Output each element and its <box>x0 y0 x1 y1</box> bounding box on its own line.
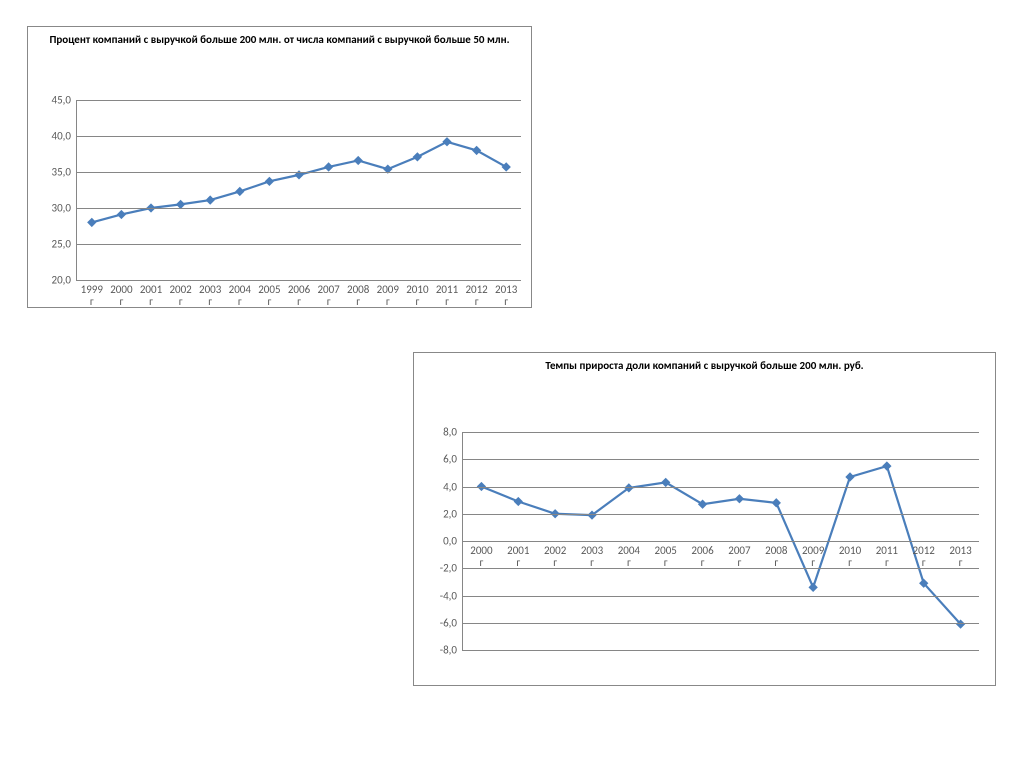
x-tick-label: 2003г <box>199 280 221 308</box>
y-tick-label: 35,0 <box>52 166 77 179</box>
x-tick-label: 2006г <box>288 280 310 308</box>
x-tick-label: 2002г <box>169 280 191 308</box>
y-tick-label: 8,0 <box>443 426 463 439</box>
chart2-plot-area: -8,0-6,0-4,0-2,00,02,04,06,08,02000г2001… <box>462 432 979 651</box>
gridline <box>77 100 521 101</box>
x-tick-label: 2006г <box>691 541 713 569</box>
chart-growth-rate: Темпы прироста доли компаний с выручкой … <box>413 352 996 686</box>
chart1-line-svg <box>77 100 521 280</box>
x-tick-label: 2007г <box>728 541 750 569</box>
x-tick-label: 2009г <box>377 280 399 308</box>
x-tick-label: 2007г <box>317 280 339 308</box>
gridline <box>463 459 979 460</box>
data-marker <box>235 187 244 196</box>
y-tick-label: 0,0 <box>443 535 463 548</box>
y-tick-label: 25,0 <box>52 238 77 251</box>
y-tick-label: -6,0 <box>440 616 463 629</box>
x-tick-label: 2009г <box>802 541 824 569</box>
data-marker <box>324 162 333 171</box>
gridline <box>77 172 521 173</box>
data-marker <box>354 156 363 165</box>
x-tick-label: 2011г <box>436 280 458 308</box>
chart1-title: Процент компаний с выручкой больше 200 м… <box>28 27 531 48</box>
x-tick-label: 2000г <box>470 541 492 569</box>
data-marker <box>206 196 215 205</box>
x-tick-label: 2005г <box>655 541 677 569</box>
data-marker <box>772 498 781 507</box>
x-tick-label: 2004г <box>229 280 251 308</box>
y-tick-label: 30,0 <box>52 202 77 215</box>
gridline <box>463 596 979 597</box>
data-marker <box>265 177 274 186</box>
gridline <box>463 487 979 488</box>
x-tick-label: 2012г <box>913 541 935 569</box>
x-tick-label: 2010г <box>406 280 428 308</box>
x-tick-label: 2005г <box>258 280 280 308</box>
chart1-plot-area: 20,025,030,035,040,045,01999г2000г2001г2… <box>76 100 521 281</box>
y-tick-label: -2,0 <box>440 562 463 575</box>
gridline <box>77 208 521 209</box>
x-tick-label: 2013г <box>949 541 971 569</box>
gridline <box>463 541 979 542</box>
x-tick-label: 2001г <box>140 280 162 308</box>
x-tick-label: 2013г <box>495 280 517 308</box>
y-tick-label: -8,0 <box>440 644 463 657</box>
data-marker <box>698 500 707 509</box>
x-tick-label: 2010г <box>839 541 861 569</box>
series-line <box>92 142 506 223</box>
data-marker <box>442 137 451 146</box>
gridline <box>463 432 979 433</box>
x-tick-label: 2008г <box>765 541 787 569</box>
y-tick-label: 2,0 <box>443 507 463 520</box>
data-marker <box>514 497 523 506</box>
y-tick-label: 45,0 <box>52 94 77 107</box>
x-tick-label: 2002г <box>544 541 566 569</box>
data-marker <box>472 146 481 155</box>
y-tick-label: 20,0 <box>52 274 77 287</box>
gridline <box>463 623 979 624</box>
x-tick-label: 2004г <box>618 541 640 569</box>
x-tick-label: 2003г <box>581 541 603 569</box>
x-tick-label: 2000г <box>110 280 132 308</box>
data-marker <box>882 462 891 471</box>
y-tick-label: -4,0 <box>440 589 463 602</box>
chart2-title: Темпы прироста доли компаний с выручкой … <box>414 353 995 374</box>
x-tick-label: 2011г <box>876 541 898 569</box>
data-marker <box>502 162 511 171</box>
data-marker <box>735 494 744 503</box>
y-tick-label: 40,0 <box>52 130 77 143</box>
y-tick-label: 4,0 <box>443 480 463 493</box>
chart-percent-companies: Процент компаний с выручкой больше 200 м… <box>27 26 532 308</box>
gridline <box>77 136 521 137</box>
data-marker <box>117 210 126 219</box>
x-tick-label: 2012г <box>465 280 487 308</box>
gridline <box>463 514 979 515</box>
data-marker <box>413 152 422 161</box>
y-tick-label: 6,0 <box>443 453 463 466</box>
x-tick-label: 2008г <box>347 280 369 308</box>
x-tick-label: 1999г <box>81 280 103 308</box>
x-tick-label: 2001г <box>507 541 529 569</box>
gridline <box>77 244 521 245</box>
data-marker <box>845 472 854 481</box>
data-marker <box>808 583 817 592</box>
data-marker <box>87 218 96 227</box>
gridline <box>463 568 979 569</box>
